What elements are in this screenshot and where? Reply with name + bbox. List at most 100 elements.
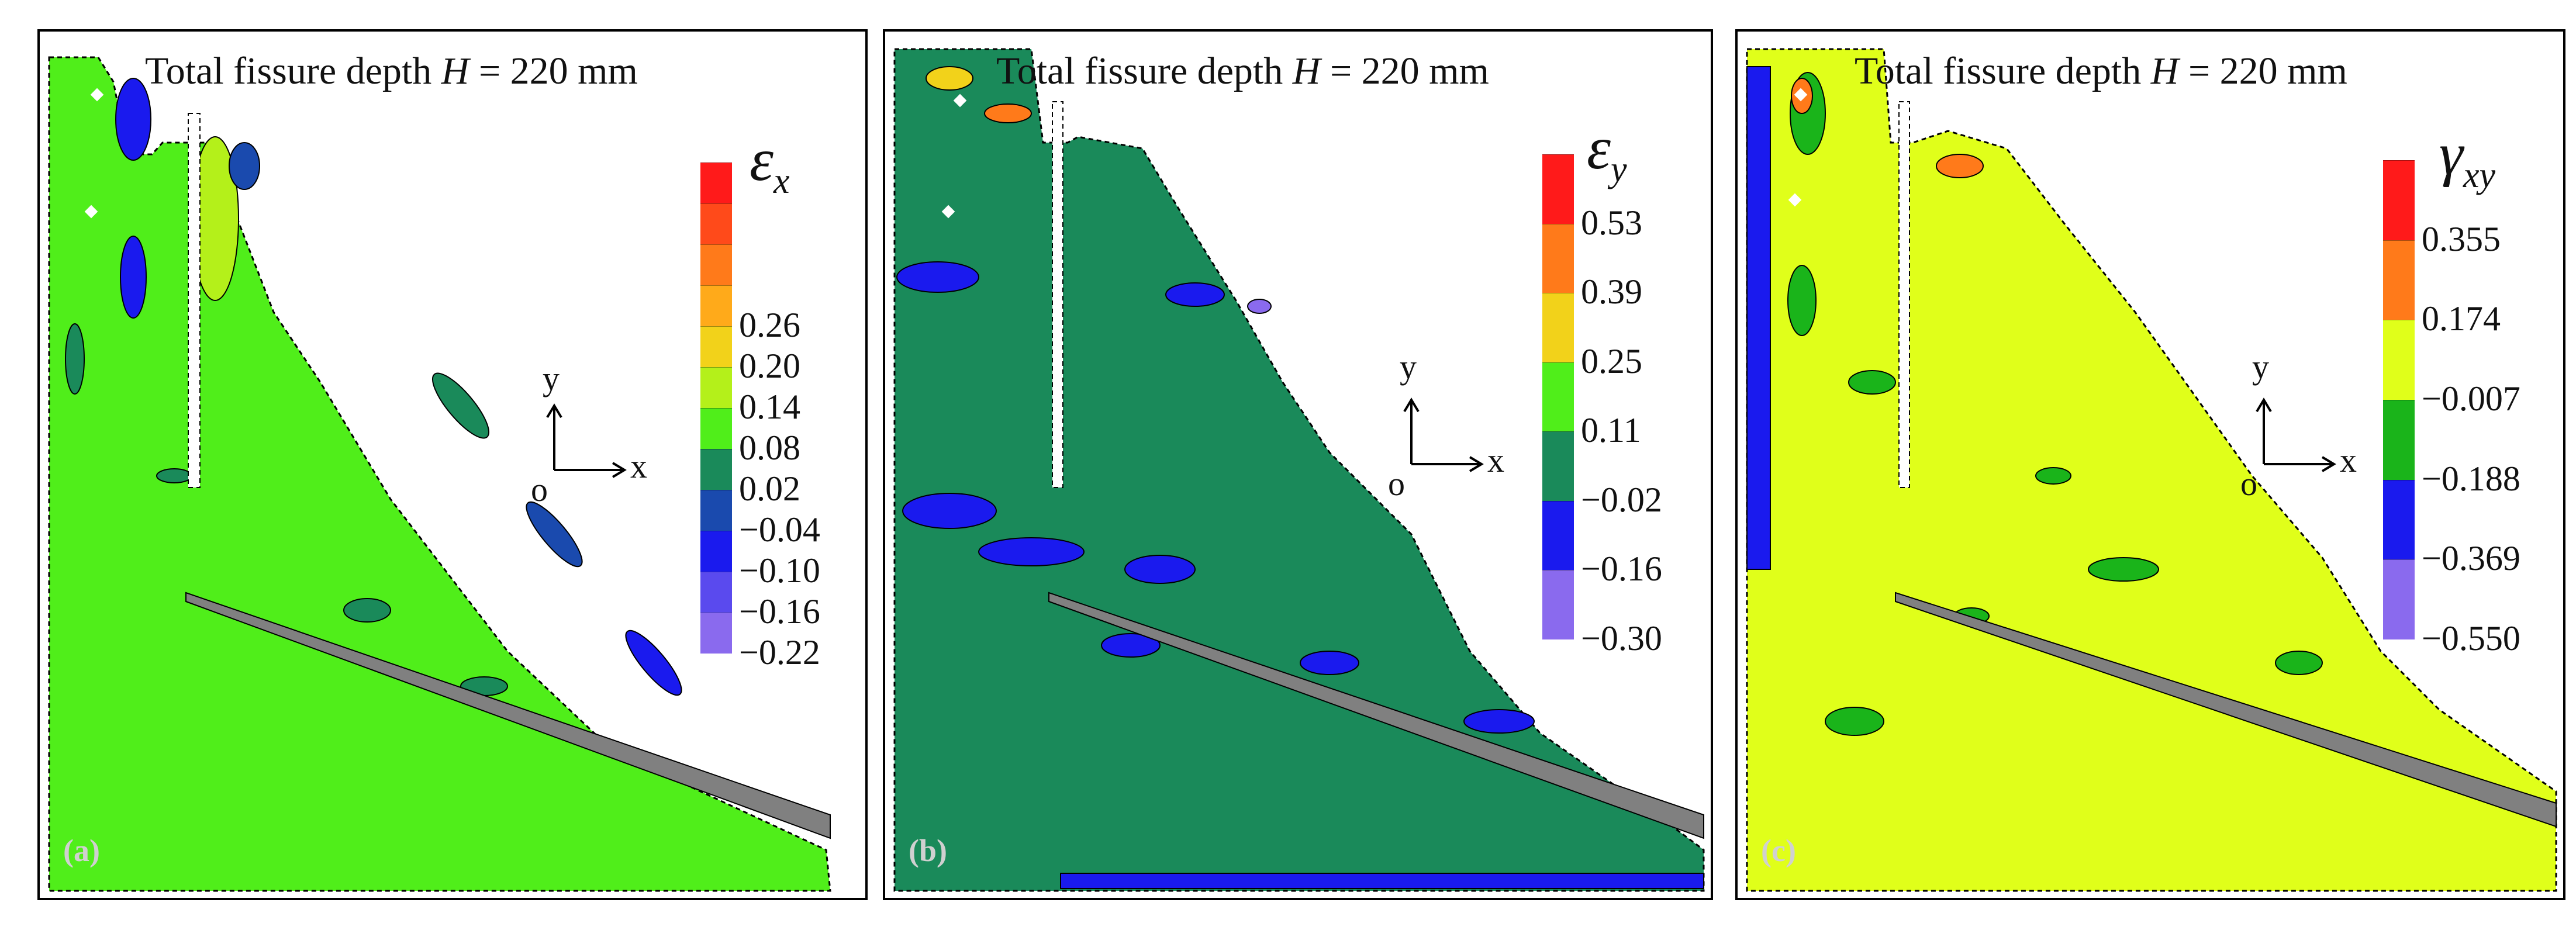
colorbar-segment <box>700 203 732 244</box>
contour-blob <box>902 493 997 529</box>
colorbar-tick-label: −0.02 <box>1581 480 1662 519</box>
contour-blob <box>1848 370 1896 395</box>
colorbar-tick-label: 0.02 <box>739 469 800 508</box>
colorbar-segment <box>700 285 732 326</box>
colorbar-tick-label: −0.04 <box>739 510 820 549</box>
colorbar-tick-label: −0.30 <box>1581 619 1662 658</box>
contour-blob <box>229 142 260 190</box>
contour-blob <box>1463 709 1535 734</box>
colorbar-segment <box>2383 160 2415 240</box>
axis-y-label: y <box>543 359 560 397</box>
colorbar-segment <box>700 326 732 367</box>
colorbar-tick-label: −0.369 <box>2422 539 2520 578</box>
inclined-bar <box>1048 592 1704 839</box>
contour-map-a <box>48 56 831 892</box>
marker <box>1794 88 1808 102</box>
axis-x-arrowhead <box>1469 456 1484 472</box>
inclined-bar <box>1895 592 2557 828</box>
colorbar-tick-label: −0.007 <box>2422 379 2520 418</box>
colorbar-segment <box>700 572 732 613</box>
colorbar-segment <box>700 613 732 654</box>
colorbar-segment <box>2383 400 2415 480</box>
colorbar-segment <box>700 244 732 285</box>
contour-blob <box>1247 299 1272 314</box>
panel-b: Total fissure depth H = 220 mm εy 0.53 0.… <box>883 29 1713 900</box>
colorbar-tick-label: 0.20 <box>739 347 800 385</box>
colorbar-tick-label: 0.08 <box>739 428 800 467</box>
axis-x-arrowhead <box>2321 456 2336 472</box>
colorbar-segment <box>2383 320 2415 400</box>
colorbar-tick-label: −0.22 <box>739 633 820 672</box>
strain-symbol: εx <box>750 126 790 201</box>
colorbar <box>700 163 732 654</box>
fissure <box>188 113 201 488</box>
colorbar-segment <box>700 163 732 203</box>
colorbar-tick-label: −0.10 <box>739 551 820 590</box>
colorbar-segment <box>1542 500 1574 571</box>
colorbar <box>1542 154 1574 639</box>
colorbar-segment <box>700 531 732 572</box>
fissure <box>1052 101 1063 488</box>
colorbar-segment <box>700 449 732 490</box>
colorbar-tick-label: 0.26 <box>739 306 800 344</box>
colorbar-segment <box>1542 154 1574 224</box>
marker <box>1788 193 1802 207</box>
contour-map-c <box>1746 48 2557 892</box>
contour-blob <box>1101 633 1161 658</box>
colorbar-segment <box>1542 223 1574 293</box>
axis-origin-label: o <box>531 471 548 509</box>
contour-blob <box>2275 651 2323 675</box>
contour-blob <box>1825 707 1884 736</box>
left-band <box>1746 66 1771 570</box>
contour-blob <box>1787 265 1817 336</box>
strain-symbol: γxy <box>2439 120 2496 195</box>
contour-blob <box>156 468 192 483</box>
colorbar-tick-label: −0.188 <box>2422 459 2520 498</box>
colorbar-segment <box>2383 559 2415 639</box>
contour-blob <box>1124 555 1196 584</box>
colorbar-segment <box>700 490 732 531</box>
fissure <box>1898 101 1910 488</box>
contour-blob <box>526 501 583 568</box>
contour-map-b <box>893 48 1705 892</box>
colorbar-segment <box>700 367 732 408</box>
axis-origin-label: o <box>1388 465 1405 503</box>
panel-a: Total fissure depth H = 220 mm εx 0.26 0.… <box>37 29 868 900</box>
contour-blob <box>984 103 1032 123</box>
contour-blob <box>65 323 85 395</box>
contour-blob <box>431 372 490 439</box>
colorbar-segment <box>1542 293 1574 362</box>
contour-blob <box>343 598 391 623</box>
colorbar-segment <box>1542 431 1574 501</box>
colorbar <box>2383 160 2415 639</box>
colorbar-segment <box>2383 479 2415 560</box>
axis-y-arrowhead <box>546 403 562 419</box>
contour-blob <box>1300 651 1359 675</box>
colorbar-tick-label: −0.16 <box>739 592 820 631</box>
axis-y-label: y <box>1400 348 1417 386</box>
strain-symbol: εy <box>1587 115 1627 189</box>
axis-y-arrowhead <box>2256 397 2272 413</box>
axis-y-arrowhead <box>1403 397 1420 413</box>
contour-blob <box>896 261 979 293</box>
colorbar-tick-label: −0.16 <box>1581 549 1662 589</box>
colorbar-tick-label: −0.550 <box>2422 619 2520 658</box>
panel-title: Total fissure depth H = 220 mm <box>996 50 1489 92</box>
panel-label: (c) <box>1761 833 1796 868</box>
contour-blob <box>2088 557 2159 582</box>
panel-c: Total fissure depth H = 220 mm γxy 0.355… <box>1735 29 2565 900</box>
colorbar-segment <box>2383 240 2415 320</box>
colorbar-segment <box>1542 570 1574 639</box>
panel-title: Total fissure depth H = 220 mm <box>145 50 638 92</box>
panel-label: (a) <box>63 833 100 868</box>
axis-y-label: y <box>2252 348 2269 386</box>
colorbar-tick-label: 0.11 <box>1581 411 1641 450</box>
contour-blob <box>1936 154 1984 178</box>
axis-x-arrowhead <box>612 462 627 478</box>
colorbar-tick-label: 0.355 <box>2422 219 2501 258</box>
inclined-bar <box>185 592 831 839</box>
contour-blob <box>120 236 147 319</box>
axis-x-label: x <box>1487 441 1504 479</box>
contour-blob <box>115 78 151 161</box>
contour-blob <box>2035 467 2071 485</box>
